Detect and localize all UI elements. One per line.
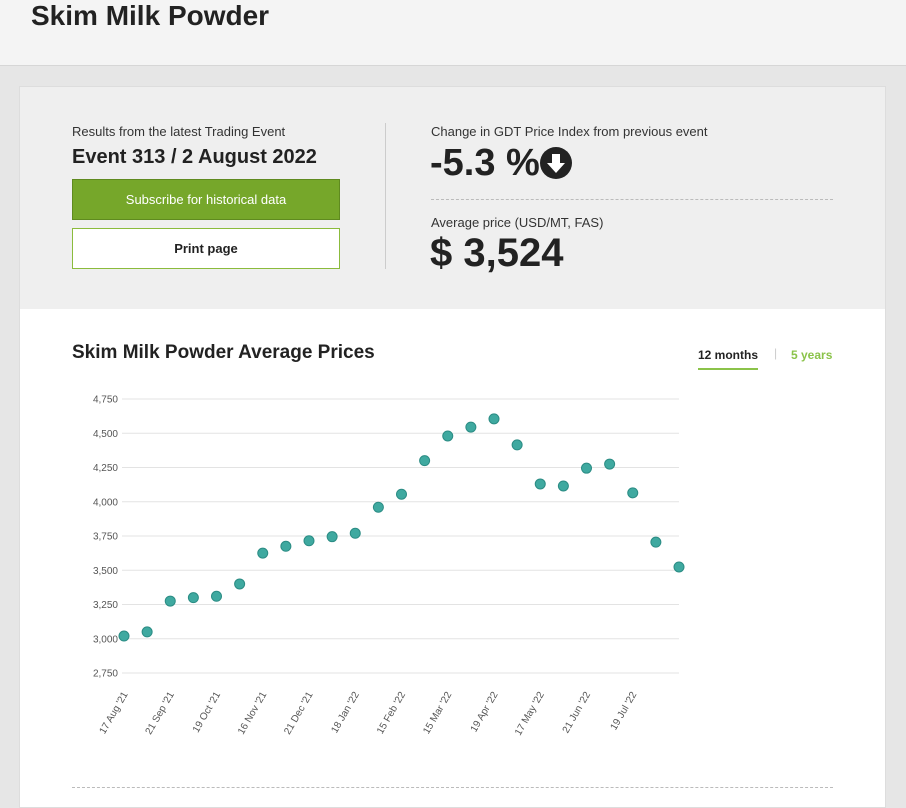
- data-point: [581, 462, 592, 474]
- tab-5-years[interactable]: 5 years: [791, 348, 833, 362]
- x-tick-label: 21 Dec '21: [282, 690, 315, 737]
- x-tick-label: 15 Feb '22: [375, 690, 408, 737]
- data-point: [396, 488, 407, 500]
- average-value: $ 3,524: [430, 231, 564, 275]
- data-point: [257, 547, 269, 559]
- x-tick-label: 18 Jan '22: [329, 690, 362, 736]
- data-point: [164, 595, 176, 607]
- data-point: [187, 592, 199, 604]
- y-tick-label: 4,000: [93, 497, 118, 508]
- change-label: Change in GDT Price Index from previous …: [431, 124, 708, 139]
- average-label: Average price (USD/MT, FAS): [431, 215, 604, 230]
- x-tick-label: 17 May '22: [513, 690, 547, 738]
- y-tick-label: 3,000: [93, 634, 118, 645]
- data-point: [349, 527, 361, 539]
- x-tick-label: 19 Oct '21: [191, 690, 223, 735]
- y-tick-label: 4,750: [93, 395, 118, 406]
- data-point: [488, 413, 500, 425]
- results-label: Results from the latest Trading Event: [72, 124, 286, 139]
- data-point: [511, 439, 523, 451]
- data-point: [280, 540, 292, 552]
- data-point: [442, 430, 454, 442]
- data-point: [673, 561, 685, 573]
- tab-separator: |: [774, 346, 778, 360]
- x-tick-label: 17 Aug '21: [98, 690, 131, 737]
- x-tick-label: 19 Apr '22: [469, 690, 501, 735]
- y-tick-label: 3,500: [93, 566, 118, 577]
- y-tick-label: 4,500: [93, 429, 118, 440]
- data-point: [326, 531, 338, 543]
- data-point: [557, 480, 569, 492]
- data-point: [211, 590, 222, 602]
- data-point: [234, 578, 246, 590]
- tab-12-months[interactable]: 12 months: [698, 348, 759, 370]
- data-point: [604, 458, 616, 470]
- chart-title: Skim Milk Powder Average Prices: [72, 342, 375, 363]
- summary-panel: Results from the latest Trading Event Ev…: [20, 87, 885, 309]
- print-button[interactable]: Print page: [72, 228, 340, 269]
- data-point: [465, 421, 477, 433]
- dashed-divider: [431, 199, 833, 200]
- data-point: [419, 455, 431, 467]
- x-tick-label: 21 Jun '22: [561, 690, 594, 736]
- card: Results from the latest Trading Event Ev…: [19, 86, 886, 808]
- data-point: [534, 478, 546, 490]
- y-tick-label: 3,250: [93, 600, 118, 611]
- divider: [385, 123, 386, 269]
- event-title: Event 313 / 2 August 2022: [72, 146, 317, 168]
- data-point: [118, 630, 130, 642]
- bottom-divider: [72, 787, 833, 788]
- x-tick-label: 21 Sep '21: [144, 690, 177, 737]
- y-tick-label: 4,250: [93, 463, 118, 474]
- y-tick-label: 2,750: [93, 669, 118, 680]
- down-icon: [540, 147, 572, 179]
- data-point: [303, 535, 315, 547]
- x-tick-label: 19 Jul '22: [609, 690, 640, 733]
- x-tick-label: 15 Mar '22: [421, 690, 454, 737]
- y-tick-label: 3,750: [93, 532, 118, 543]
- data-point: [141, 626, 153, 638]
- data-point: [372, 501, 384, 513]
- subscribe-button[interactable]: Subscribe for historical data: [72, 179, 340, 220]
- header: Skim Milk Powder: [0, 0, 906, 66]
- x-tick-label: 16 Nov '21: [236, 690, 269, 737]
- data-point: [650, 536, 662, 548]
- change-value: -5.3 %: [430, 142, 540, 184]
- page-title: Skim Milk Powder: [31, 0, 270, 31]
- data-point: [627, 487, 639, 499]
